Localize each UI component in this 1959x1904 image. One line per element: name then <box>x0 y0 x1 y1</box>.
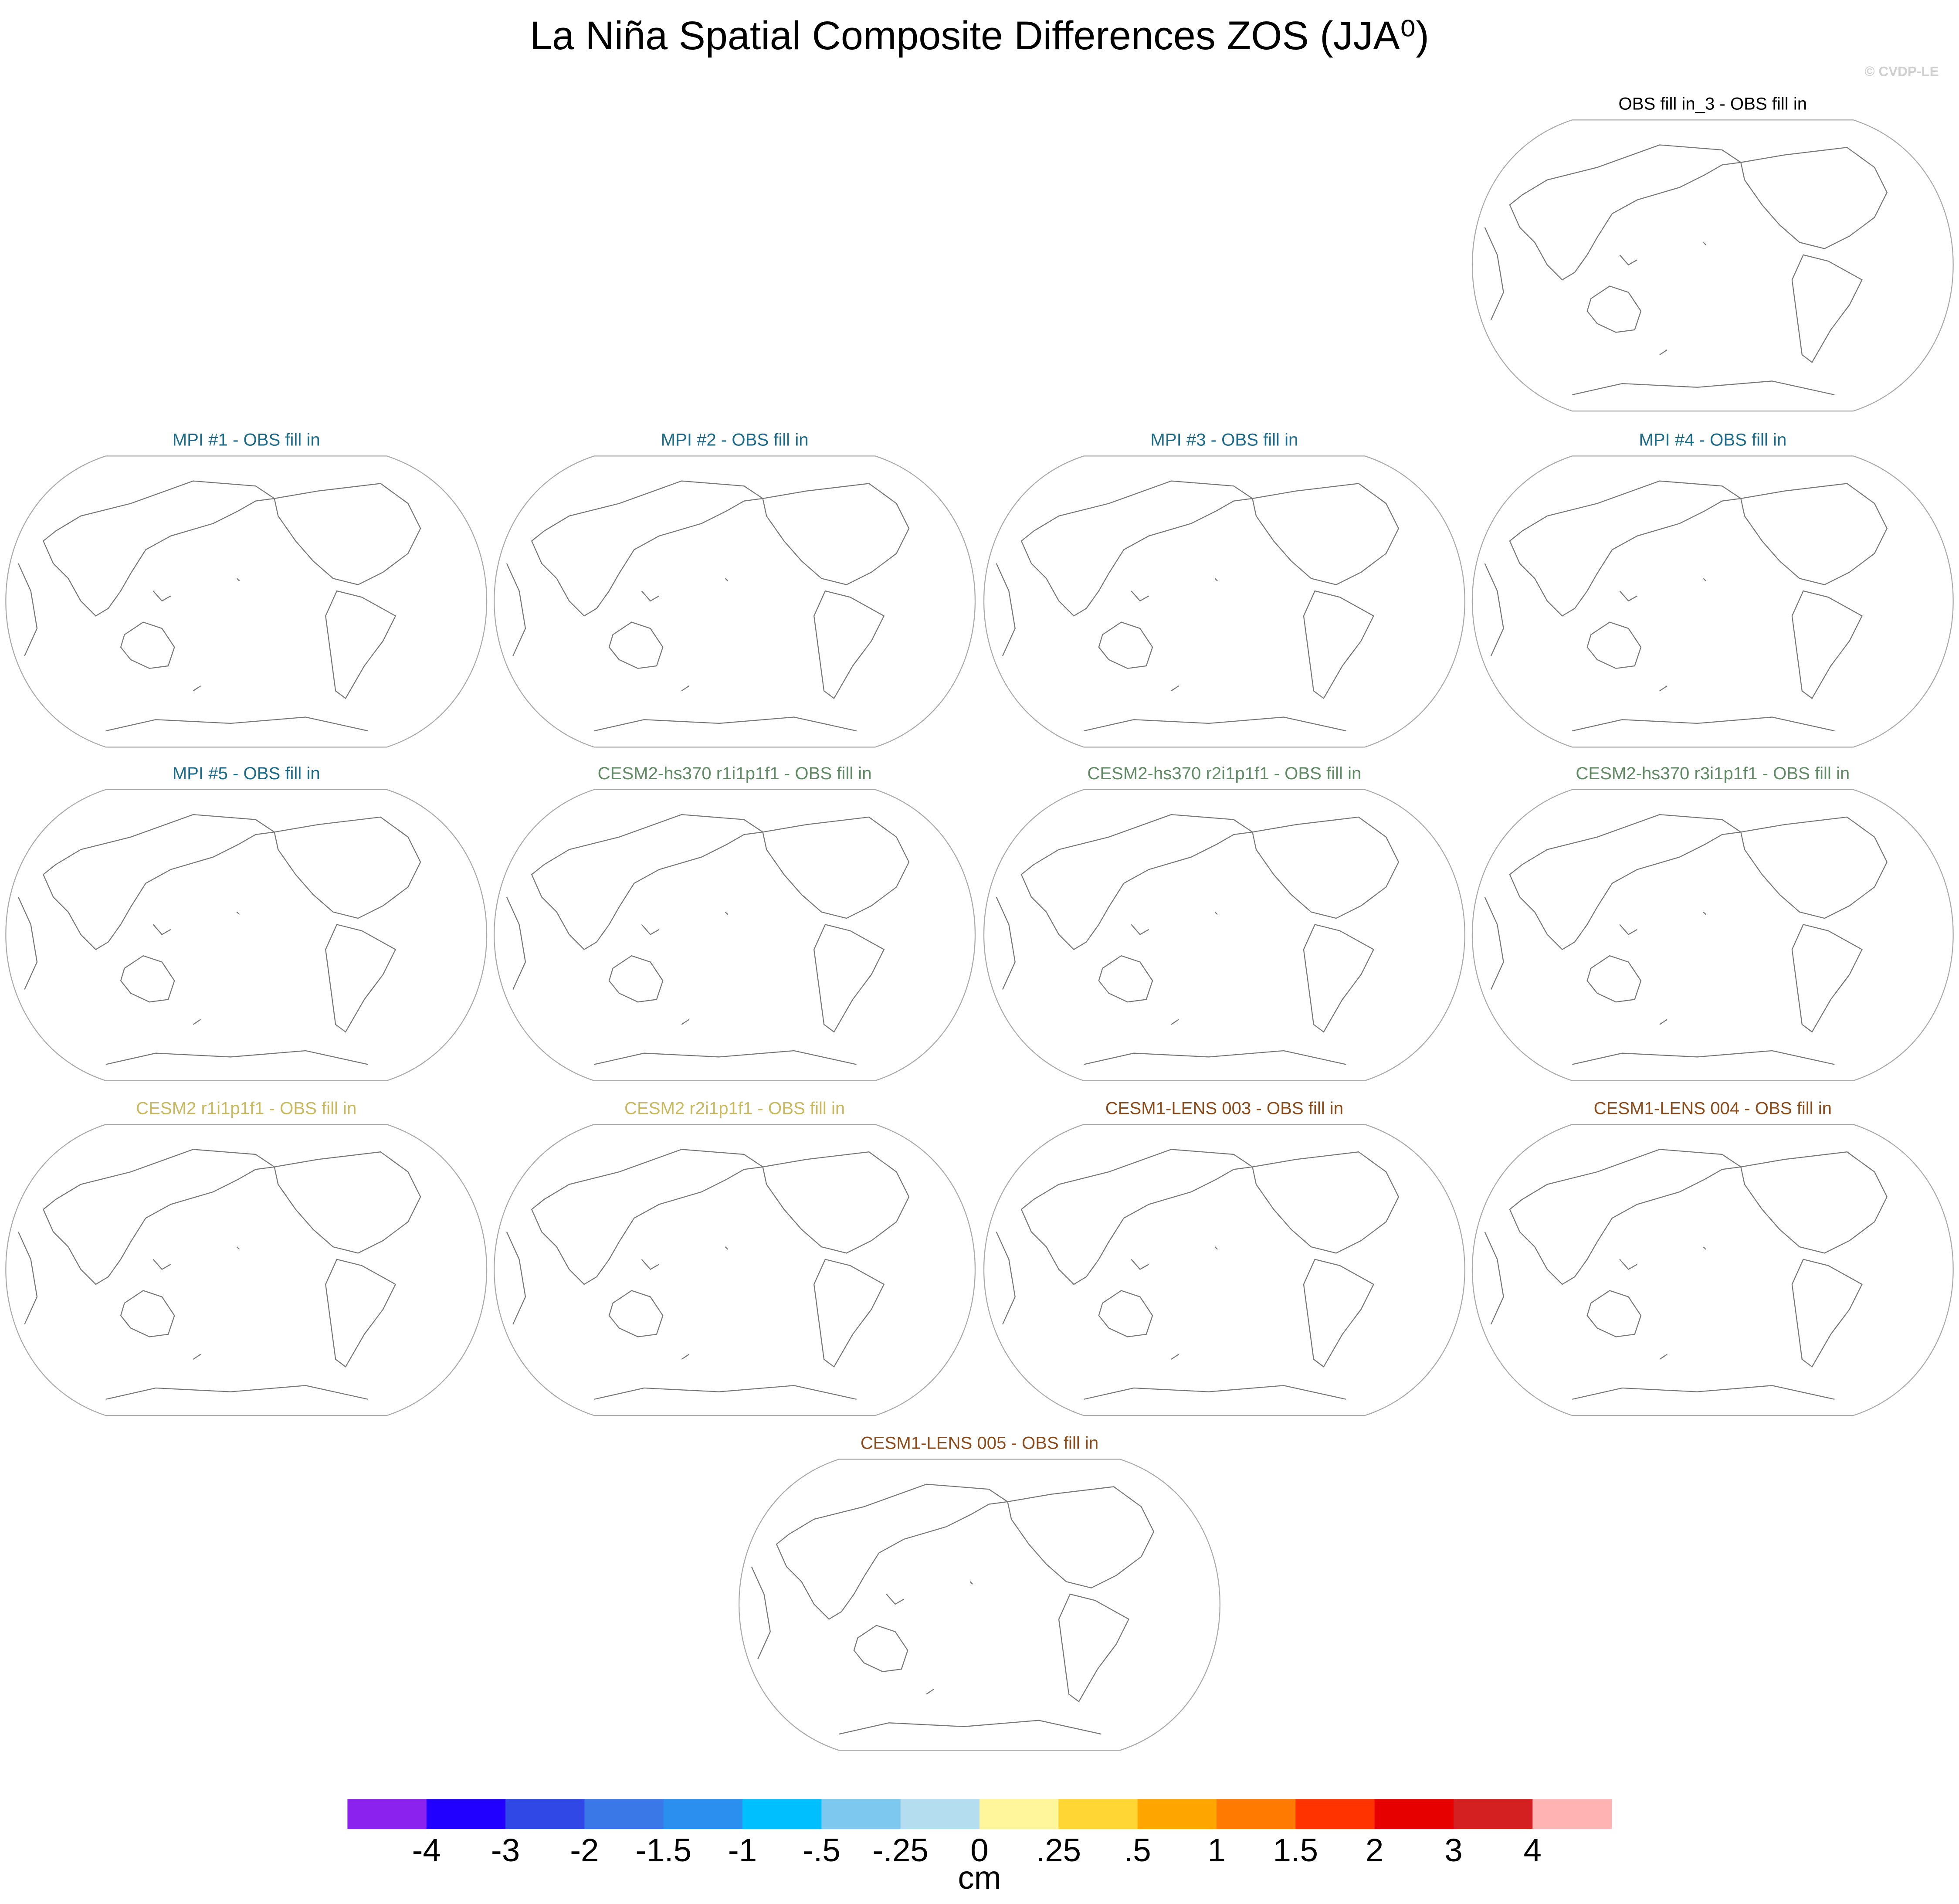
panel-title: OBS fill in_3 - OBS fill in <box>1619 94 1807 113</box>
panel-title: CESM1-LENS 004 - OBS fill in <box>1594 1098 1832 1118</box>
figure-title: La Niña Spatial Composite Differences ZO… <box>530 14 1429 58</box>
colorbar-label: -.25 <box>872 1832 928 1868</box>
colorbar-label: -1.5 <box>635 1832 691 1868</box>
panel-title: CESM2-hs370 r2i1p1f1 - OBS fill in <box>1087 764 1361 783</box>
panel-title: MPI #4 - OBS fill in <box>1639 430 1786 450</box>
panel-title: CESM2 r1i1p1f1 - OBS fill in <box>136 1098 356 1118</box>
colorbar-label: 1.5 <box>1273 1832 1318 1868</box>
panel-title: CESM1-LENS 005 - OBS fill in <box>861 1433 1098 1453</box>
map <box>494 455 976 748</box>
map <box>983 1123 1465 1416</box>
map <box>983 455 1465 748</box>
colorbar-box <box>426 1799 506 1829</box>
colorbar-unit: cm <box>958 1860 1001 1896</box>
map <box>494 1123 976 1416</box>
colorbar-box <box>505 1799 585 1829</box>
colorbar-box <box>347 1799 427 1829</box>
map <box>5 455 488 748</box>
colorbar-box <box>1532 1799 1612 1829</box>
panel-title: MPI #2 - OBS fill in <box>661 430 809 450</box>
colorbar-box <box>1058 1799 1138 1829</box>
map <box>1471 789 1954 1081</box>
colorbar-box <box>1374 1799 1454 1829</box>
panel-title: MPI #3 - OBS fill in <box>1150 430 1298 450</box>
map <box>1471 119 1954 412</box>
map <box>1471 455 1954 748</box>
colorbar-box <box>584 1799 664 1829</box>
map <box>5 1123 488 1416</box>
colorbar-box <box>1453 1799 1533 1829</box>
colorbar-box <box>980 1799 1059 1829</box>
map <box>494 789 976 1081</box>
colorbar-label: 3 <box>1444 1832 1462 1868</box>
map <box>5 789 488 1081</box>
colorbar-label: -4 <box>412 1832 441 1868</box>
panel-title: MPI #1 - OBS fill in <box>173 430 320 450</box>
panel-title: CESM1-LENS 003 - OBS fill in <box>1105 1098 1343 1118</box>
colorbar-box <box>900 1799 980 1829</box>
colorbar-label: .25 <box>1036 1832 1081 1868</box>
colorbar-label: 0 <box>970 1832 988 1868</box>
colorbar-label: -3 <box>491 1832 520 1868</box>
colorbar-label: -1 <box>728 1832 757 1868</box>
map <box>738 1459 1221 1751</box>
colorbar-box <box>742 1799 822 1829</box>
colorbar-label: 1 <box>1207 1832 1225 1868</box>
panel-title: CESM2 r2i1p1f1 - OBS fill in <box>624 1098 845 1118</box>
colorbar-label: 2 <box>1366 1832 1383 1868</box>
colorbar-box <box>821 1799 901 1829</box>
map <box>1471 1123 1954 1416</box>
colorbar-label: -2 <box>570 1832 599 1868</box>
watermark: © CVDP-LE <box>1864 64 1939 79</box>
colorbar-label: 4 <box>1524 1832 1542 1868</box>
colorbar-box <box>1295 1799 1375 1829</box>
panel-title: MPI #5 - OBS fill in <box>173 764 320 783</box>
map <box>983 789 1465 1081</box>
colorbar-box <box>1216 1799 1296 1829</box>
colorbar-label: -.5 <box>803 1832 841 1868</box>
colorbar-box <box>1137 1799 1217 1829</box>
panel-title: CESM2-hs370 r1i1p1f1 - OBS fill in <box>598 764 872 783</box>
colorbar-box <box>663 1799 743 1829</box>
colorbar-label: .5 <box>1124 1832 1151 1868</box>
panel-title: CESM2-hs370 r3i1p1f1 - OBS fill in <box>1576 764 1850 783</box>
